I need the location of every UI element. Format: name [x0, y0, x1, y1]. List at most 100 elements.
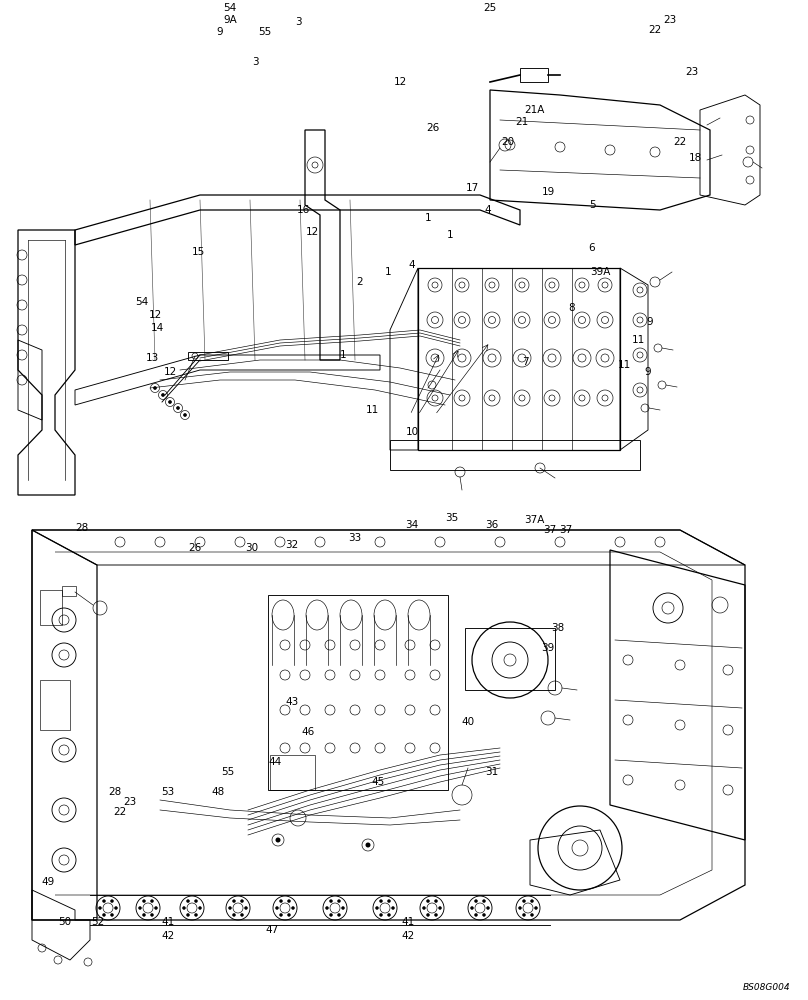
- Circle shape: [330, 900, 333, 903]
- Text: 55: 55: [259, 27, 271, 37]
- Bar: [465, 628, 555, 690]
- Text: 4: 4: [485, 205, 491, 215]
- Circle shape: [169, 400, 171, 403]
- Circle shape: [280, 913, 283, 916]
- Circle shape: [288, 900, 291, 903]
- Text: 1: 1: [385, 267, 391, 277]
- Circle shape: [292, 906, 294, 910]
- Text: 8: 8: [569, 303, 575, 313]
- Circle shape: [142, 913, 145, 916]
- Text: 54: 54: [223, 3, 237, 13]
- Circle shape: [531, 913, 533, 916]
- Text: 13: 13: [145, 353, 158, 363]
- Text: 42: 42: [402, 931, 415, 941]
- Text: 28: 28: [75, 523, 89, 533]
- Text: 21: 21: [516, 117, 528, 127]
- Circle shape: [392, 906, 394, 910]
- Text: 6: 6: [589, 243, 595, 253]
- Circle shape: [245, 906, 247, 910]
- Circle shape: [176, 406, 179, 410]
- Circle shape: [241, 913, 243, 916]
- Text: 43: 43: [285, 697, 299, 707]
- Text: 35: 35: [445, 513, 459, 523]
- Text: 39: 39: [541, 643, 554, 653]
- Text: 37: 37: [559, 525, 573, 535]
- Text: 12: 12: [149, 310, 162, 320]
- Bar: [418, 268, 620, 450]
- Text: 1: 1: [447, 230, 453, 240]
- Circle shape: [535, 906, 537, 910]
- Circle shape: [523, 900, 525, 903]
- Circle shape: [376, 906, 378, 910]
- Bar: [40, 680, 70, 730]
- Bar: [62, 586, 76, 596]
- Text: 9: 9: [645, 367, 651, 377]
- Text: 12: 12: [305, 227, 318, 237]
- Bar: [268, 595, 448, 790]
- Text: 23: 23: [663, 15, 676, 25]
- Text: 2: 2: [356, 277, 364, 287]
- Text: 1: 1: [425, 213, 431, 223]
- Text: 3: 3: [295, 17, 301, 27]
- Circle shape: [183, 906, 186, 910]
- Circle shape: [531, 900, 533, 903]
- Text: 18: 18: [688, 153, 701, 163]
- Circle shape: [330, 913, 333, 916]
- Text: 39A: 39A: [590, 267, 610, 277]
- Text: 22: 22: [648, 25, 662, 35]
- Text: 20: 20: [502, 137, 515, 147]
- Text: 12: 12: [393, 77, 406, 87]
- Text: 10: 10: [406, 427, 419, 437]
- Text: 12: 12: [163, 367, 177, 377]
- Text: 42: 42: [162, 931, 175, 941]
- Text: 37: 37: [543, 525, 557, 535]
- Text: 11: 11: [365, 405, 379, 415]
- Text: 55: 55: [221, 767, 234, 777]
- Text: 28: 28: [108, 787, 122, 797]
- Circle shape: [423, 906, 426, 910]
- Text: 22: 22: [673, 137, 687, 147]
- Text: 49: 49: [41, 877, 55, 887]
- Text: 4: 4: [409, 260, 415, 270]
- Circle shape: [162, 393, 165, 396]
- Text: 23: 23: [685, 67, 699, 77]
- Circle shape: [482, 913, 486, 916]
- Text: 11: 11: [617, 360, 630, 370]
- Circle shape: [154, 906, 158, 910]
- Text: 36: 36: [486, 520, 499, 530]
- Text: 30: 30: [246, 543, 259, 553]
- Text: 37A: 37A: [524, 515, 544, 525]
- Text: 7: 7: [522, 357, 528, 367]
- Circle shape: [380, 900, 382, 903]
- Text: 11: 11: [631, 335, 645, 345]
- Bar: [40, 590, 62, 625]
- Circle shape: [111, 900, 113, 903]
- Circle shape: [187, 913, 190, 916]
- Circle shape: [519, 906, 521, 910]
- Circle shape: [229, 906, 232, 910]
- Bar: [520, 68, 548, 82]
- Circle shape: [199, 906, 201, 910]
- Text: 34: 34: [406, 520, 419, 530]
- Circle shape: [150, 900, 154, 903]
- Circle shape: [388, 900, 390, 903]
- Circle shape: [99, 906, 102, 910]
- Circle shape: [276, 838, 280, 842]
- Text: BS08G004: BS08G004: [743, 983, 790, 992]
- Circle shape: [365, 842, 371, 848]
- Text: 45: 45: [372, 777, 385, 787]
- Circle shape: [195, 900, 197, 903]
- Text: 14: 14: [150, 323, 164, 333]
- Circle shape: [233, 900, 235, 903]
- Circle shape: [233, 913, 235, 916]
- Text: 9: 9: [217, 27, 223, 37]
- Circle shape: [150, 913, 154, 916]
- Circle shape: [427, 900, 430, 903]
- Circle shape: [288, 913, 291, 916]
- Text: 38: 38: [551, 623, 565, 633]
- Text: 54: 54: [136, 297, 149, 307]
- Circle shape: [103, 913, 106, 916]
- Text: 25: 25: [483, 3, 497, 13]
- Text: 53: 53: [162, 787, 175, 797]
- Circle shape: [342, 906, 344, 910]
